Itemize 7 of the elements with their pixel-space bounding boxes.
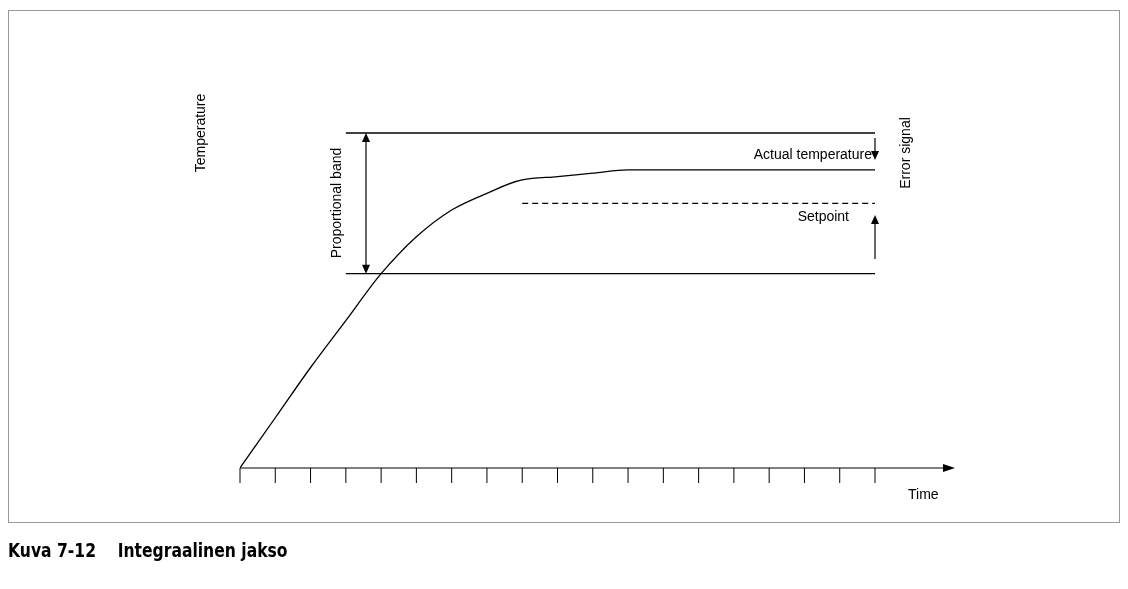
annotation: Actual temperature (753, 146, 872, 163)
x-axis-title: Time (908, 486, 939, 502)
annotation: Setpoint (797, 208, 849, 225)
annotation: Proportional band (327, 148, 344, 259)
text: Kuva 7-12 Integraalinen jakso (8, 539, 288, 561)
y-axis-title: Temperature (192, 93, 208, 173)
text: Error signal (897, 117, 913, 190)
